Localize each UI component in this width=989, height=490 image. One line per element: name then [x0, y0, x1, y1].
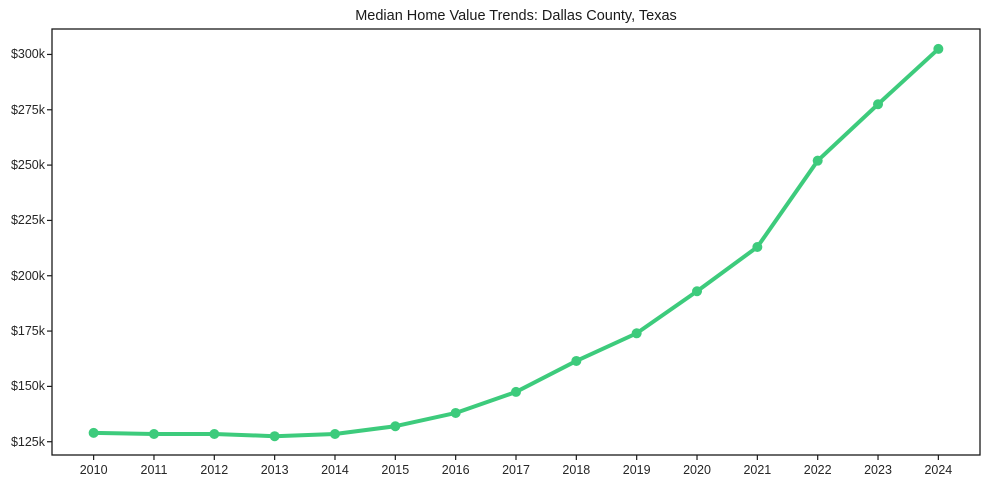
x-tick-label: 2011	[140, 463, 168, 477]
data-point-marker	[873, 99, 884, 110]
data-point-marker	[571, 355, 582, 366]
y-tick-label: $200k	[10, 268, 45, 283]
x-tick-label: 2022	[803, 463, 832, 477]
y-tick-label: $275k	[10, 102, 45, 117]
x-tick-label: 2018	[562, 463, 591, 477]
data-point-marker	[390, 421, 401, 432]
y-tick-label: $175k	[10, 324, 45, 339]
x-tick-label: 2020	[683, 463, 711, 477]
data-point-marker	[631, 328, 642, 339]
y-tick-label: $300k	[10, 47, 45, 62]
y-tick-label: $125k	[10, 434, 45, 449]
x-tick-label: 2021	[743, 463, 772, 477]
data-point-marker	[692, 286, 703, 297]
series-line	[91, 46, 941, 439]
data-point-marker	[511, 386, 521, 397]
x-tick-label: 2024	[924, 463, 953, 477]
x-tick-label: 2014	[321, 463, 349, 477]
x-tick-label: 2019	[622, 463, 651, 477]
data-point-marker	[148, 428, 159, 439]
data-point-marker	[933, 43, 944, 54]
data-point-marker	[752, 241, 763, 252]
y-tick-label: $225k	[10, 213, 45, 228]
data-point-marker	[450, 407, 461, 418]
x-tick-label: 2010	[79, 463, 108, 477]
chart-title: Median Home Value Trends: Dallas County,…	[355, 8, 677, 24]
data-point-marker	[88, 427, 99, 438]
x-tick-label: 2015	[381, 463, 410, 477]
data-point-marker	[269, 431, 280, 442]
x-tick-label: 2013	[260, 463, 289, 477]
x-tick-label: 2016	[441, 463, 470, 477]
data-point-marker	[209, 428, 220, 439]
data-point-marker	[812, 155, 823, 166]
y-tick-label: $150k	[10, 379, 45, 394]
y-tick-label: $250k	[10, 158, 45, 173]
x-tick-label: 2017	[502, 463, 530, 477]
x-tick-label: 2012	[200, 463, 229, 477]
x-tick-label: 2023	[864, 463, 892, 477]
data-point-marker	[329, 428, 340, 439]
